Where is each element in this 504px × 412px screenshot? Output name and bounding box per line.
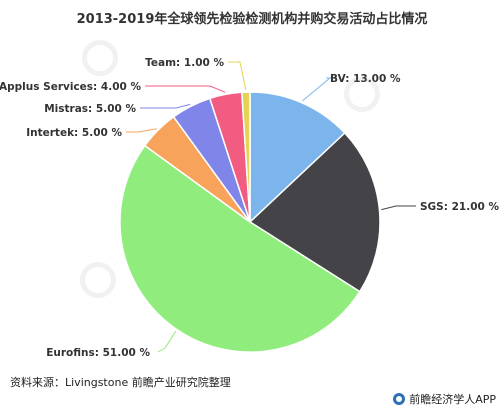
label-leaders: [126, 61, 416, 353]
slice-label-sgs: SGS: 21.00 %: [420, 201, 499, 213]
pie-slices: [119, 91, 381, 353]
pie-slice-bv[interactable]: [249, 91, 346, 224]
leader-line-intertek: [126, 128, 157, 133]
leader-line-mistras: [140, 103, 191, 109]
leader-line-eurofins: [157, 330, 177, 353]
leader-line-bv: [302, 77, 332, 102]
brand-logo-icon: [393, 393, 406, 405]
source-note: 资料来源：Livingstone 前瞻产业研究院整理: [10, 376, 231, 389]
slice-label-eurofins: Eurofins: 51.00 %: [46, 347, 150, 359]
pie-slice-team[interactable]: [241, 91, 251, 223]
slice-label-intertek: Intertek: 5.00 %: [26, 127, 122, 139]
leader-line-team: [228, 61, 247, 91]
pie-slice-sgs[interactable]: [248, 131, 381, 293]
brand-footer: 前瞻经济学人APP: [393, 391, 496, 407]
slice-label-applus-services: Applus Services: 4.00 %: [0, 81, 141, 93]
pie-slice-eurofins[interactable]: [119, 144, 361, 353]
slice-label-mistras: Mistras: 5.00 %: [44, 103, 136, 115]
leader-line-sgs: [381, 205, 416, 211]
slice-label-bv: BV: 13.00 %: [330, 73, 401, 85]
slice-label-team: Team: 1.00 %: [145, 57, 224, 69]
leader-line-applus-services: [145, 85, 226, 93]
slice-labels: BV: 13.00 % SGS: 21.00 % Eurofins: 51.00 %…: [0, 57, 499, 359]
chart-title: 2013-2019年全球领先检验检测机构并购交易活动占比情况: [76, 12, 428, 27]
brand-label: 前瞻经济学人APP: [409, 393, 496, 406]
